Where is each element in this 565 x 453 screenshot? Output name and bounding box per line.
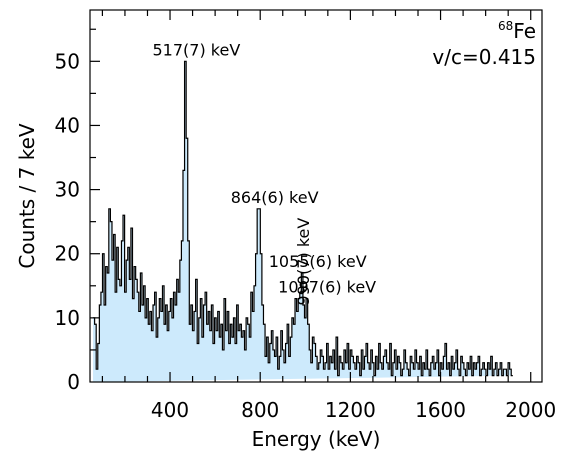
nucleus-label: 68Fe xyxy=(498,19,536,43)
velocity-label: v/c=0.415 xyxy=(432,45,536,69)
x-axis-ticks: 400 800 1200 1600 2000 xyxy=(101,10,556,422)
peak-label: 1097(6) keV xyxy=(278,278,376,297)
y-axis-ticks: 0 10 20 30 40 50 xyxy=(55,28,100,394)
histogram-line xyxy=(93,60,513,377)
plot-area xyxy=(93,60,513,383)
y-axis-title: Counts / 7 keV xyxy=(15,123,39,269)
x-tick-label: 1600 xyxy=(415,398,466,422)
peak-label: 517(7) keV xyxy=(153,40,241,59)
peak-label: 990(7) keV xyxy=(294,218,313,306)
nucleus-symbol: Fe xyxy=(513,19,536,43)
y-tick-label: 50 xyxy=(55,49,80,73)
plot-frame xyxy=(89,9,543,383)
x-tick-label: 2000 xyxy=(505,398,556,422)
histogram-fill xyxy=(93,61,513,383)
x-tick-label: 800 xyxy=(241,398,279,422)
peak-label: 1055(6) keV xyxy=(269,252,367,271)
x-axis-title: Energy (keV) xyxy=(252,427,381,451)
x-tick-label: 400 xyxy=(151,398,189,422)
x-tick-label: 1200 xyxy=(325,398,376,422)
y-tick-label: 20 xyxy=(55,242,80,266)
y-tick-label: 40 xyxy=(55,113,80,137)
y-tick-label: 30 xyxy=(55,178,80,202)
y-tick-label: 0 xyxy=(67,370,80,394)
nucleus-mass: 68 xyxy=(498,19,513,33)
peak-label: 864(6) keV xyxy=(231,188,319,207)
y-tick-label: 10 xyxy=(55,306,80,330)
